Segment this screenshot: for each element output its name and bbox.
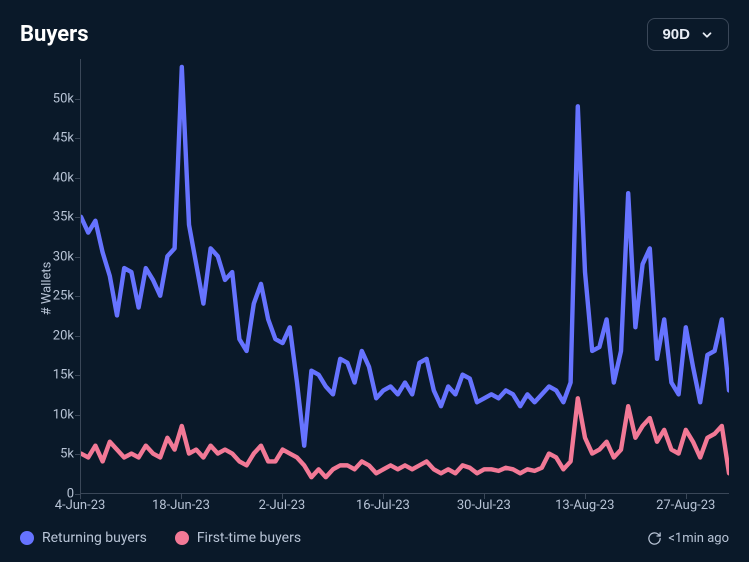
card-title: Buyers — [20, 22, 89, 47]
plot-row: 05k10k15k20k25k30k35k40k45k50k — [42, 59, 729, 494]
x-tick-label: 30-Jul-23 — [457, 498, 511, 513]
time-range-label: 90D — [662, 26, 690, 43]
y-tick-label: 20k — [53, 328, 74, 343]
x-tick-mark — [181, 493, 182, 499]
y-axis: 05k10k15k20k25k30k35k40k45k50k — [42, 59, 80, 494]
y-tick-label: 40k — [53, 170, 74, 185]
legend-label: Returning buyers — [42, 530, 147, 546]
y-tick-label: 10k — [53, 407, 74, 422]
series-line-returning — [81, 67, 729, 446]
card-header: Buyers 90D — [20, 18, 729, 51]
x-axis: 4-Jun-2318-Jun-232-Jul-2316-Jul-2330-Jul… — [80, 494, 729, 518]
chevron-down-icon — [700, 28, 714, 42]
chart-lines-svg — [81, 59, 729, 493]
x-tick-label: 2-Jul-23 — [259, 498, 306, 513]
x-tick-mark — [585, 493, 586, 499]
x-tick-label: 13-Aug-23 — [555, 498, 614, 513]
last-updated-label: <1min ago — [668, 531, 729, 546]
y-tick-label: 35k — [53, 210, 74, 225]
y-tick-label: 45k — [53, 131, 74, 146]
plot-column: 05k10k15k20k25k30k35k40k45k50k 4-Jun-231… — [42, 59, 729, 518]
y-tick-label: 50k — [53, 91, 74, 106]
y-tick-label: 25k — [53, 289, 74, 304]
series-line-firsttime — [81, 398, 729, 477]
legend-swatch — [175, 531, 189, 545]
y-axis-label-wrap: # Wallets — [20, 59, 42, 518]
x-tick-mark — [686, 493, 687, 499]
x-tick-mark — [80, 493, 81, 499]
x-tick-mark — [282, 493, 283, 499]
x-tick-mark — [383, 493, 384, 499]
time-range-selector[interactable]: 90D — [647, 18, 729, 51]
x-tick-label: 18-Jun-23 — [152, 498, 210, 513]
y-tick-label: 30k — [53, 249, 74, 264]
x-tick-mark — [484, 493, 485, 499]
x-tick-label: 16-Jul-23 — [356, 498, 410, 513]
card-footer: Returning buyers First-time buyers <1min … — [20, 530, 729, 546]
x-tick-label: 27-Aug-23 — [656, 498, 715, 513]
legend-item-firsttime[interactable]: First-time buyers — [175, 530, 301, 546]
chart-area: # Wallets 05k10k15k20k25k30k35k40k45k50k… — [20, 59, 729, 518]
refresh-icon — [647, 531, 662, 546]
y-tick-label: 5k — [60, 447, 74, 462]
buyers-chart-card: Buyers 90D # Wallets 05k10k15k20k25k30k3… — [0, 0, 749, 562]
chart-legend: Returning buyers First-time buyers — [20, 530, 301, 546]
legend-label: First-time buyers — [197, 530, 301, 546]
legend-item-returning[interactable]: Returning buyers — [20, 530, 147, 546]
last-updated: <1min ago — [647, 531, 729, 546]
chart-plot — [80, 59, 729, 494]
x-tick-label: 4-Jun-23 — [55, 498, 106, 513]
legend-swatch — [20, 531, 34, 545]
y-tick-label: 15k — [53, 368, 74, 383]
